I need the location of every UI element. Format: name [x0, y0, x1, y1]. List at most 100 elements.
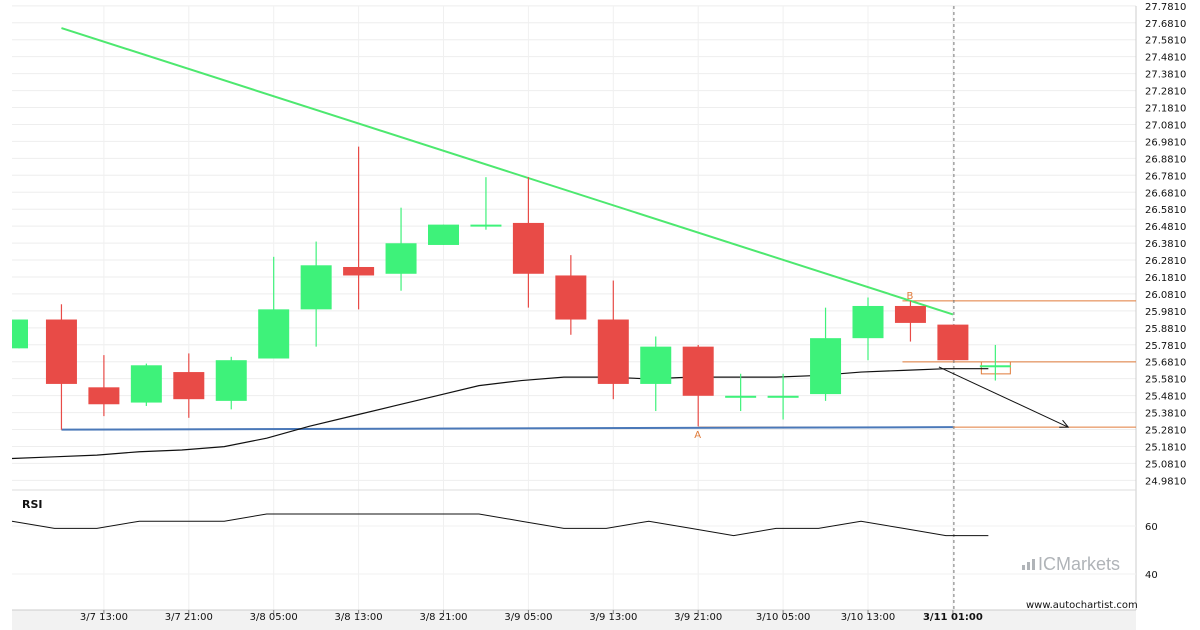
brand-logo: ICMarkets [1022, 554, 1120, 574]
candle-body [428, 224, 459, 245]
x-tick-label: 3/8 21:00 [419, 612, 467, 623]
candle-body [215, 360, 247, 401]
candle [88, 355, 120, 417]
y-tick-label: 26.9810 [1145, 137, 1186, 148]
x-tick-label: 3/9 05:00 [504, 612, 552, 623]
y-tick-label: 27.3810 [1145, 70, 1186, 81]
y-tick-label: 25.8810 [1145, 324, 1186, 335]
candle-body [810, 338, 842, 395]
rsi-line [11, 513, 989, 537]
y-tick-label: 25.9810 [1145, 307, 1186, 318]
rsi-tick-label: 40 [1145, 570, 1158, 581]
site-url: www.autochartist.com [1026, 600, 1138, 611]
support-trendline [61, 426, 953, 431]
x-tick-label: 3/11 01:00 [923, 612, 983, 623]
candle [428, 224, 459, 245]
y-tick-label: 26.1810 [1145, 273, 1186, 284]
x-tick-label: 3/8 05:00 [250, 612, 298, 623]
y-tick-label: 27.4810 [1145, 53, 1186, 64]
candle-body [640, 346, 672, 384]
projection-arrow-head [1059, 419, 1070, 428]
candle-body [682, 346, 714, 396]
candle [852, 297, 884, 361]
candle-body [130, 365, 162, 403]
trendlines [61, 27, 954, 431]
y-tick-label: 24.9810 [1145, 476, 1186, 487]
rsi-label: RSI [22, 498, 43, 511]
candle [937, 324, 969, 361]
y-tick-label: 27.7810 [1145, 2, 1186, 13]
y-tick-label: 26.4810 [1145, 222, 1186, 233]
candle [597, 280, 629, 400]
candle [385, 207, 417, 291]
candle [215, 356, 247, 410]
candle [512, 177, 544, 308]
brand-text: ICMarkets [1038, 554, 1120, 574]
y-tick-label: 25.6810 [1145, 358, 1186, 369]
candle [258, 256, 290, 359]
y-axis: 27.7810 27.6810 27.5810 27.4810 27.3810 27.28… [1145, 2, 1186, 488]
resistance-trendline [61, 27, 954, 316]
y-tick-label: 25.5810 [1145, 375, 1186, 386]
y-tick-label: 27.2810 [1145, 87, 1186, 98]
y-tick-label: 27.0810 [1145, 120, 1186, 131]
candle-body [343, 266, 375, 276]
y-tick-label: 27.1810 [1145, 104, 1186, 115]
candle-body [979, 365, 1011, 368]
candle [640, 336, 672, 412]
y-tick-label: 25.1810 [1145, 442, 1186, 453]
candle [12, 319, 28, 349]
candle [173, 353, 205, 418]
x-tick-label: 3/7 13:00 [80, 612, 128, 623]
candle [300, 241, 332, 347]
footer: ICMarkets www.autochartist.com [1022, 554, 1138, 611]
candle-body [88, 387, 120, 405]
marks: AB [694, 291, 1070, 441]
candle-body [725, 395, 757, 398]
y-tick-label: 26.8810 [1145, 154, 1186, 165]
candle [470, 177, 502, 230]
candle [767, 373, 799, 420]
candle [555, 255, 587, 335]
candle-body [258, 309, 290, 359]
candle-body [597, 319, 629, 384]
candle-body [555, 275, 587, 320]
candle-body [12, 319, 28, 349]
x-tick-label: 3/10 13:00 [841, 612, 895, 623]
candle-body [173, 372, 205, 400]
y-tick-label: 26.0810 [1145, 290, 1186, 301]
candles [12, 146, 1011, 430]
y-tick-label: 26.7810 [1145, 171, 1186, 182]
candle [979, 344, 1011, 381]
y-tick-label: 25.7810 [1145, 341, 1186, 352]
candle-body [470, 224, 502, 227]
x-axis: 3/7 13:00 3/7 21:00 3/8 05:00 3/8 13:00 3/8 … [12, 609, 1136, 630]
y-tick-label: 25.0810 [1145, 459, 1186, 470]
projection-arrow-line [938, 366, 1069, 428]
candle [343, 146, 375, 310]
candle-body [300, 265, 332, 310]
candle-body [385, 243, 417, 274]
candle-body [937, 324, 969, 361]
y-tick-label: 26.6810 [1145, 188, 1186, 199]
candle-body [512, 222, 544, 274]
y-tick-label: 27.6810 [1145, 19, 1186, 30]
x-tick-label: 3/9 13:00 [589, 612, 637, 623]
y-tick-label: 26.5810 [1145, 205, 1186, 216]
y-tick-label: 26.3810 [1145, 239, 1186, 250]
candle-body [894, 305, 926, 323]
candle-body [852, 305, 884, 339]
y-tick-label: 25.2810 [1145, 426, 1186, 437]
candle [45, 304, 77, 430]
point-label-a: A [694, 430, 701, 441]
x-tick-label: 3/8 13:00 [335, 612, 383, 623]
candle [894, 300, 926, 342]
candle [130, 363, 162, 406]
y-tick-label: 25.3810 [1145, 409, 1186, 420]
x-tick-label: 3/7 21:00 [165, 612, 213, 623]
rsi-panel: RSI 60 40 [11, 489, 1158, 581]
y-tick-label: 26.2810 [1145, 256, 1186, 267]
point-label-b: B [906, 291, 913, 302]
candle-body [45, 319, 77, 384]
